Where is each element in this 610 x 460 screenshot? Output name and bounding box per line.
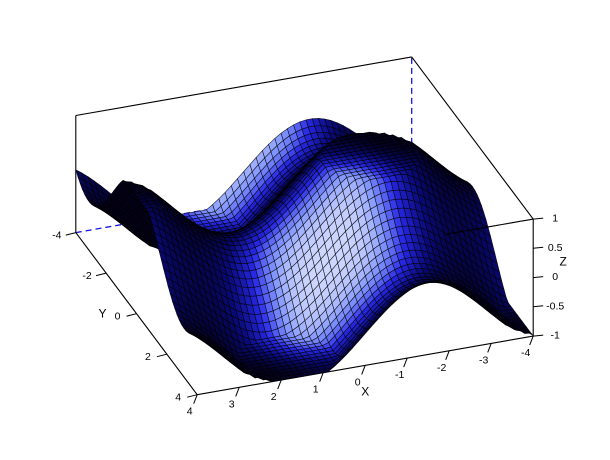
svg-text:0.5: 0.5 (548, 242, 563, 254)
svg-text:1: 1 (552, 213, 558, 225)
svg-text:3: 3 (229, 398, 235, 410)
svg-text:4: 4 (175, 392, 181, 404)
svg-text:-1: -1 (551, 330, 560, 342)
svg-text:Y: Y (98, 307, 106, 321)
svg-text:X: X (361, 384, 369, 398)
svg-text:0: 0 (355, 376, 361, 388)
svg-text:2: 2 (271, 391, 277, 403)
svg-text:-2: -2 (82, 270, 91, 282)
svg-text:-4: -4 (52, 230, 61, 242)
svg-text:-2: -2 (437, 362, 446, 374)
svg-text:-3: -3 (479, 354, 488, 366)
svg-text:2: 2 (145, 351, 151, 363)
svg-text:-1: -1 (395, 369, 404, 381)
svg-text:Z: Z (560, 255, 567, 269)
svg-text:0: 0 (115, 311, 121, 323)
svg-text:4: 4 (187, 406, 193, 418)
svg-text:-0.5: -0.5 (546, 300, 564, 312)
svg-text:0: 0 (552, 271, 558, 283)
svg-text:-4: -4 (521, 347, 530, 359)
svg-text:1: 1 (313, 384, 319, 396)
